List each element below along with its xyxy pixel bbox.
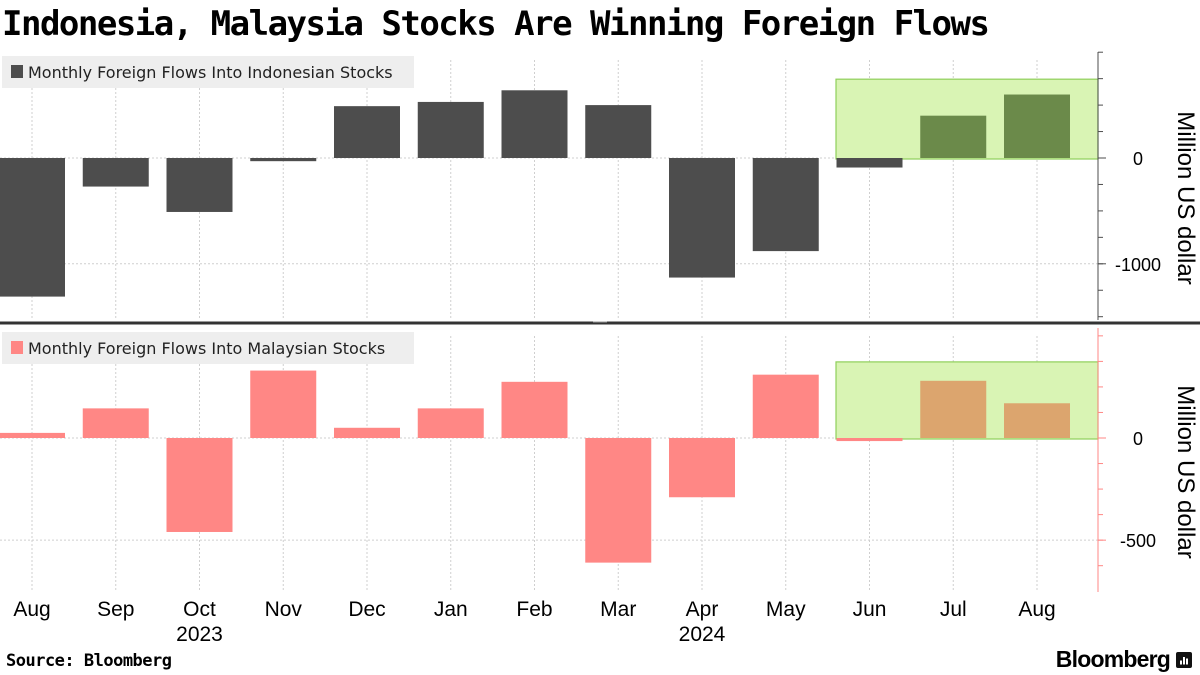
x-tick-label: Nov <box>265 598 303 621</box>
legend-label: Monthly Foreign Flows Into Indonesian St… <box>28 63 393 82</box>
malaysia-bar-nov-3 <box>250 370 317 438</box>
malaysia-bar-dec-4 <box>334 427 400 438</box>
indonesia-bar-feb-6 <box>501 90 568 158</box>
malaysia-bar-aug-0 <box>0 432 65 438</box>
indonesia-legend: Monthly Foreign Flows Into Indonesian St… <box>2 56 414 88</box>
legend-swatch <box>11 65 23 78</box>
malaysia-y-axis-title: Million US dollar <box>1172 385 1199 558</box>
legend-label: Monthly Foreign Flows Into Malaysian Sto… <box>28 339 385 358</box>
x-tick-label: Mar <box>600 598 636 621</box>
x-tick-label: Oct <box>183 598 216 621</box>
malaysia-bar-sep-1 <box>82 408 149 438</box>
indonesia-bar-jul-11 <box>920 115 987 158</box>
x-tick-label: Jan <box>434 598 468 621</box>
indonesia-bar-jan-5 <box>417 101 484 158</box>
indonesia-bar-mar-7 <box>585 105 652 158</box>
indonesia-bar-aug-0 <box>0 158 65 297</box>
indonesia-bar-may-9 <box>752 158 819 252</box>
indonesia-panel: 0 -1000 Million US dollar Monthly Foreign F… <box>0 51 1199 320</box>
x-tick-label: Dec <box>348 598 385 621</box>
malaysia-bar-oct-2 <box>166 438 233 532</box>
indonesia-bar-nov-3 <box>250 158 317 162</box>
indonesia-bar-jun-10 <box>836 158 903 168</box>
x-tick-label: Aug <box>13 598 50 621</box>
x-tick-label: Apr <box>686 598 719 621</box>
indonesia-y-tick-label: 0 <box>1133 149 1143 169</box>
x-tick-label: May <box>766 598 806 621</box>
malaysia-y-tick-label: 0 <box>1133 429 1143 449</box>
malaysia-y-tick-label: -500 <box>1120 531 1156 551</box>
legend-background <box>2 332 414 364</box>
x-tick-label: Sep <box>97 598 134 621</box>
x-year-label: 2024 <box>679 623 726 646</box>
malaysia-panel: 0 -500 Million US dollar Monthly Foreign Fl… <box>0 328 1199 592</box>
malaysia-bar-jan-5 <box>417 408 484 438</box>
brand-name: Bloomberg <box>1055 646 1171 672</box>
malaysia-bar-mar-7 <box>585 438 652 563</box>
malaysia-bar-apr-8 <box>669 438 735 498</box>
indonesia-bar-oct-2 <box>166 158 233 212</box>
indonesia-y-tick-label: -1000 <box>1115 255 1161 275</box>
bar-chart-icon <box>1176 651 1192 668</box>
chart-title: Indonesia, Malaysia Stocks Are Winning F… <box>2 4 990 44</box>
indonesia-bar-apr-8 <box>669 158 735 278</box>
malaysia-bar-feb-6 <box>501 381 568 438</box>
source-note: Source: Bloomberg <box>6 651 172 671</box>
legend-background <box>2 56 414 88</box>
x-tick-label: Feb <box>516 598 552 621</box>
indonesia-bar-sep-1 <box>82 158 149 187</box>
x-tick-label: Aug <box>1018 598 1055 621</box>
malaysia-bar-aug-12 <box>1004 403 1070 438</box>
malaysia-legend: Monthly Foreign Flows Into Malaysian Sto… <box>2 332 414 364</box>
brand-logo: Bloomberg <box>1056 646 1192 673</box>
malaysia-bar-jun-10 <box>836 438 903 442</box>
x-tick-label: Jun <box>853 598 887 621</box>
malaysia-bar-may-9 <box>752 374 819 438</box>
x-year-label: 2023 <box>176 623 223 646</box>
indonesia-bar-aug-12 <box>1004 94 1070 158</box>
x-tick-label: Jul <box>940 598 967 621</box>
indonesia-bar-dec-4 <box>334 106 400 158</box>
legend-swatch <box>11 341 23 354</box>
indonesia-y-axis-title: Million US dollar <box>1172 111 1199 284</box>
malaysia-bar-jul-11 <box>920 380 987 438</box>
